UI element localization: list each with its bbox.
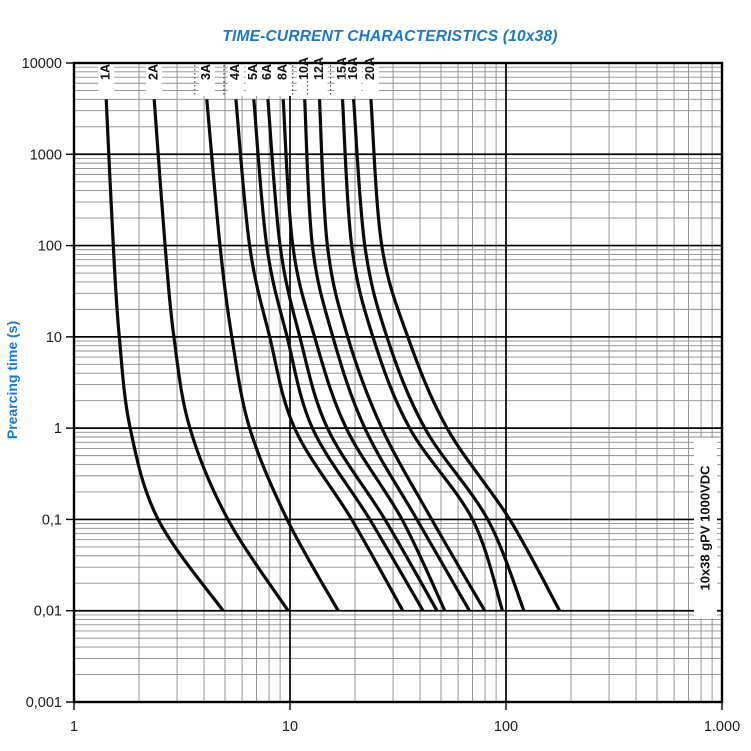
y-tick-label: 1000	[30, 147, 62, 163]
x-tick-label: 1	[70, 719, 78, 735]
curve-label-8A: 8A	[275, 64, 289, 80]
axis-ticks	[66, 62, 723, 710]
curve-label-box	[275, 64, 292, 96]
side-label-box	[694, 438, 717, 618]
plot-border	[72, 61, 724, 704]
curve-2A	[152, 99, 290, 612]
curve-6A	[266, 99, 439, 612]
y-tick-labels: 10000 1000 100 10 1 0,1 0,01 0,001	[22, 56, 62, 711]
curve-label-4A: 4A	[228, 64, 242, 80]
curve-8A	[281, 99, 447, 612]
curve-15A	[340, 99, 505, 612]
curve-label-3A: 3A	[199, 64, 213, 80]
y-tick-label: 10	[46, 330, 62, 346]
curve-label-20A: 20A	[363, 57, 377, 80]
curve-label-box	[296, 64, 313, 96]
y-tick-label: 0,01	[34, 604, 62, 620]
chart-title: TIME-CURRENT CHARACTERISTICS (10x38)	[222, 28, 558, 45]
curve-10A	[303, 99, 471, 612]
x-tick-labels: 1 10 100 1.000	[70, 719, 740, 735]
curve-label-box	[259, 64, 276, 96]
curve-1A	[104, 99, 225, 612]
x-tick-label: 100	[494, 719, 518, 735]
curve-label-box	[98, 64, 115, 96]
fuse-curves	[104, 99, 562, 612]
y-tick-label: 10000	[22, 56, 62, 72]
curve-3A	[205, 99, 340, 612]
curve-label-box	[362, 64, 379, 96]
curve-label-box	[146, 64, 163, 96]
curve-4A	[234, 99, 405, 612]
curve-label-12A: 12A	[312, 57, 326, 80]
curve-label-2A: 2A	[146, 64, 160, 80]
curve-label-16A: 16A	[346, 57, 360, 80]
curve-label-10A: 10A	[297, 57, 311, 80]
curve-label-6A: 6A	[260, 64, 274, 80]
curve-16A	[352, 99, 526, 612]
curve-label-1A: 1A	[99, 64, 113, 80]
curve-12A	[317, 99, 487, 612]
grid-minor	[74, 63, 722, 702]
y-tick-label: 0,001	[26, 695, 62, 711]
y-tick-label: 1	[54, 421, 62, 437]
y-tick-label: 100	[38, 239, 62, 255]
curve-label-5A: 5A	[246, 64, 260, 80]
curve-label-box	[198, 64, 215, 96]
y-tick-label: 0,1	[42, 512, 62, 528]
curve-label-box	[311, 64, 328, 96]
curve-label-box	[245, 64, 262, 96]
x-tick-label: 1.000	[704, 719, 740, 735]
curve-20A	[369, 99, 562, 612]
curve-label-box	[345, 64, 362, 96]
side-label: 10x38 gPV 1000VDC	[697, 465, 712, 591]
curve-label-15A: 15A	[335, 57, 349, 80]
x-tick-label: 10	[282, 719, 298, 735]
curve-label-box	[227, 64, 244, 96]
curve-5A	[252, 99, 425, 612]
